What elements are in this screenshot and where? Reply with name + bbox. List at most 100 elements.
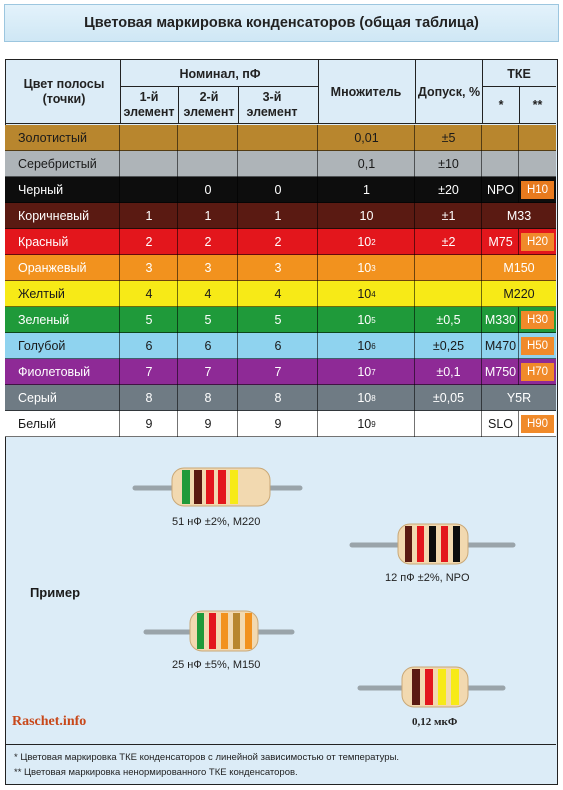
capacitor-color-band [221,613,228,649]
tke-linear-value: SLO [487,417,513,431]
table-row: Оранжевый 3 3 3 10 3 M150 [5,255,556,281]
cell-divider [414,229,415,255]
cell-divider [317,125,318,151]
multiplier-value: 0,1 [318,151,415,177]
row-divider [5,176,556,177]
multiplier-base: 10 [357,313,372,327]
cell-divider [481,229,482,255]
cell-divider [414,333,415,359]
cell-divider [119,385,120,411]
cell-divider [237,177,238,203]
row-divider [5,332,556,333]
cell-divider [119,333,120,359]
cell-divider [481,385,482,411]
cell-divider [481,151,482,177]
third-digit: 3 [274,261,282,275]
second-digit: 4 [204,287,212,301]
multiplier-exponent: 3 [371,263,376,273]
color-name: Коричневый [18,209,90,223]
tke-linear-value: M470 [484,339,517,353]
multiplier-value: 10 [318,203,415,229]
cell-divider [414,203,415,229]
third-digit: 8 [274,391,282,405]
cell-divider [119,255,120,281]
cell-divider [414,307,415,333]
third-digit: 1 [274,209,282,223]
tke-value: Y5R [506,391,532,405]
cell-divider [119,125,120,151]
third-digit: 7 [274,365,282,379]
table-row: Золотистый 0,01 ±5 [5,125,556,151]
tke-linear-value: M330 [484,313,517,327]
header-divider [415,59,416,123]
cell-divider [177,281,178,307]
header-divider [318,59,319,123]
tke-linear-value: NPO [486,183,515,197]
header-divider [519,86,520,123]
color-name: Черный [18,183,64,197]
cell-divider [518,333,519,359]
table-row: Коричневый 1 1 1 10 ±1 M33 [5,203,556,229]
cell-divider [237,151,238,177]
cell-divider [237,385,238,411]
color-name: Оранжевый [18,261,87,275]
page-title: Цветовая маркировка конденсаторов (общая… [4,4,559,42]
cell-divider [481,177,482,203]
cell-divider [237,203,238,229]
capacitor-color-band [438,669,446,705]
footnote-1: * Цветовая маркировка ТКЕ конденсаторов … [14,752,400,763]
header-first-element: 1-й элемент [123,90,175,119]
cell-divider [177,385,178,411]
multiplier-value: 10 5 [318,307,415,333]
cell-divider [177,177,178,203]
multiplier-exponent: 2 [371,237,376,247]
row-divider [5,202,556,203]
cell-divider [518,151,519,177]
multiplier-base: 10 [357,287,372,301]
cell-divider [317,229,318,255]
multiplier-exponent: 7 [371,367,376,377]
tolerance-value: ±0,5 [436,313,461,327]
footnote-2: ** Цветовая маркировка ненормированного … [14,767,298,778]
cell-divider [177,229,178,255]
header-tolerance: Допуск, % [417,84,481,99]
multiplier-exponent: 5 [371,315,376,325]
capacitor-color-band [230,470,238,504]
third-digit: 6 [274,339,282,353]
header-divider [120,59,121,123]
row-divider [5,436,556,437]
second-digit: 0 [204,183,212,197]
third-digit: 2 [274,235,282,249]
row-divider [5,254,556,255]
tolerance-value: ±2 [441,235,456,249]
cell-divider [414,359,415,385]
header-tke-linear: * [498,97,504,112]
cell-divider [414,411,415,437]
row-divider [5,228,556,229]
first-digit: 4 [145,287,153,301]
first-digit: 3 [145,261,153,275]
multiplier-exponent: 9 [371,419,376,429]
capacitor-color-band [182,470,190,504]
tke-nonnormalized-value: H10 [521,181,554,199]
tke-nonnormalized-value: H30 [521,311,554,329]
cell-divider [481,125,482,151]
cell-divider [481,203,482,229]
cell-divider [119,359,120,385]
tolerance-value: ±0,25 [432,339,465,353]
color-name: Красный [18,235,69,249]
cell-divider [518,177,519,203]
third-digit: 9 [274,417,282,431]
header-second-element: 2-й элемент [183,90,235,119]
multiplier-value: 10 6 [318,333,415,359]
capacitor-example-3 [143,610,295,652]
header-bottom-line [5,123,556,124]
cell-divider [119,307,120,333]
color-name: Белый [18,417,57,431]
cell-divider [317,151,318,177]
tolerance-value: ±1 [441,209,456,223]
capacitor-color-band [451,669,459,705]
capacitor-color-band [218,470,226,504]
tolerance-value: ±20 [438,183,459,197]
cell-divider [237,333,238,359]
